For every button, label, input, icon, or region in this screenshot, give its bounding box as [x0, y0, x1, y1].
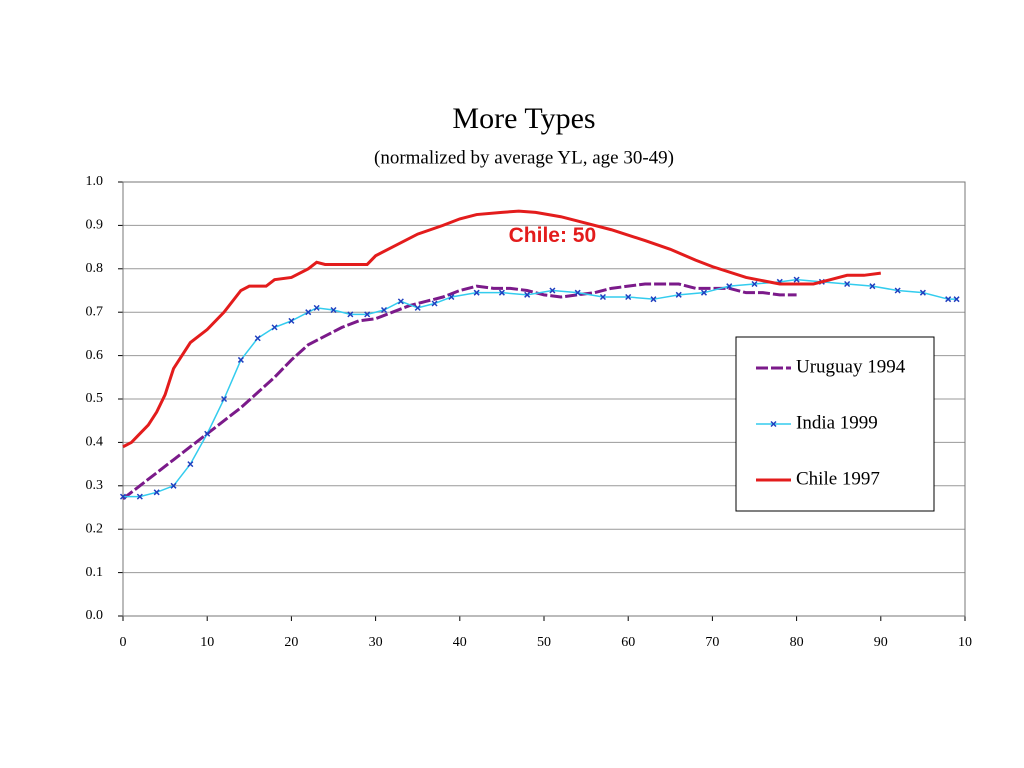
series-marker — [726, 283, 733, 290]
series-marker — [599, 293, 606, 301]
series-marker — [288, 317, 295, 324]
y-tick-label: 0.0 — [86, 608, 104, 623]
chart-subtitle: (normalized by average YL, age 30-49) — [374, 147, 674, 168]
series-marker — [448, 293, 455, 301]
series-marker — [271, 324, 278, 331]
y-tick-label: 1.0 — [86, 174, 104, 189]
series-line — [122, 209, 881, 449]
legend-label: Chile 1997 — [796, 468, 880, 489]
chart-title: More Types — [452, 102, 595, 135]
y-tick-label: 0.3 — [86, 478, 104, 493]
series-marker — [397, 298, 404, 305]
plot-frame — [122, 181, 966, 617]
y-tick-label: 0.5 — [86, 391, 104, 406]
legend-label: Uruguay 1994 — [796, 356, 906, 377]
series-marker — [524, 291, 531, 298]
legend-label: India 1999 — [796, 412, 878, 433]
series-marker — [305, 309, 312, 316]
x-tick-label: 10 — [958, 635, 972, 650]
series-marker — [380, 306, 388, 314]
series-marker — [153, 489, 160, 496]
x-tick-label: 70 — [705, 635, 719, 650]
x-tick-label: 30 — [369, 635, 383, 650]
y-tick-label: 0.1 — [86, 565, 104, 580]
series-marker — [793, 276, 800, 283]
series-marker — [313, 304, 320, 311]
series-line — [123, 278, 957, 498]
series-marker — [330, 306, 337, 314]
series-marker — [650, 296, 657, 303]
series-marker — [119, 493, 127, 500]
series-marker — [953, 296, 960, 303]
series-marker — [945, 296, 952, 303]
series-marker — [625, 293, 632, 301]
x-tick-label: 0 — [120, 635, 127, 650]
series-marker — [675, 291, 682, 298]
series-marker — [136, 493, 143, 500]
series-marker — [751, 280, 758, 288]
series-marker — [473, 289, 480, 296]
x-tick-label: 20 — [284, 635, 298, 650]
series-marker — [221, 395, 228, 403]
series-marker — [700, 289, 708, 296]
series-marker — [347, 311, 354, 318]
y-tick-label: 0.8 — [86, 261, 104, 276]
series-marker — [204, 430, 211, 437]
x-tick-label: 90 — [874, 635, 888, 650]
x-tick-label: 40 — [453, 635, 467, 650]
x-tick-label: 80 — [790, 635, 804, 650]
series-line — [122, 282, 797, 501]
y-tick-label: 0.6 — [86, 348, 104, 363]
series-marker — [574, 289, 581, 296]
series-marker — [869, 283, 876, 290]
y-tick-label: 0.7 — [86, 304, 104, 319]
x-tick-label: 10 — [200, 635, 214, 650]
series-marker — [844, 280, 851, 288]
series-marker — [431, 300, 438, 307]
y-tick-label: 0.2 — [86, 521, 104, 536]
x-tick-label: 50 — [537, 635, 551, 650]
y-tick-label: 0.4 — [86, 435, 104, 450]
series-marker — [170, 482, 177, 489]
series-marker — [919, 289, 926, 296]
series-marker — [364, 311, 371, 318]
series-marker — [187, 461, 194, 468]
series-marker — [414, 304, 421, 311]
annotation: Chile: 50 — [509, 224, 597, 247]
legend-marker — [770, 420, 777, 428]
series-marker — [237, 356, 244, 363]
y-tick-label: 0.9 — [86, 218, 104, 233]
series-marker — [254, 335, 261, 342]
series-marker — [498, 289, 505, 296]
series-marker — [894, 287, 901, 294]
series-marker — [549, 287, 556, 294]
x-tick-label: 60 — [621, 635, 635, 650]
